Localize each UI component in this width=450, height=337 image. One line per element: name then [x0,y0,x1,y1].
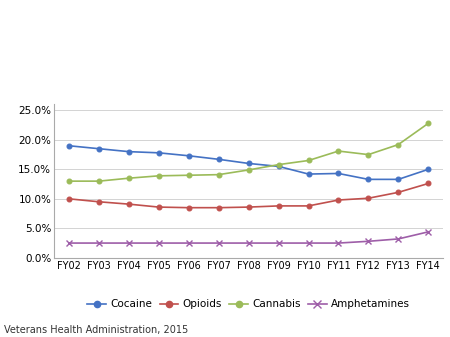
Opioids [96,200,102,204]
Cannabis [246,168,251,172]
Cannabis [96,179,102,183]
Opioids [186,206,191,210]
Opioids [306,204,311,208]
Cannabis [186,173,191,177]
Cannabis [366,153,371,157]
Amphetamines [336,241,341,245]
Opioids [246,205,251,209]
Amphetamines [156,241,162,245]
Opioids [216,206,221,210]
Opioids [276,204,281,208]
Opioids [396,190,401,194]
Amphetamines [276,241,281,245]
Opioids [66,197,72,201]
Opioids [366,196,371,200]
Cocaine [96,147,102,151]
Amphetamines [426,230,431,234]
Opioids [156,205,162,209]
Opioids [426,181,431,185]
Cannabis [66,179,72,183]
Cocaine [246,161,251,165]
Opioids [336,198,341,202]
Cocaine [276,164,281,168]
Cocaine [336,172,341,176]
Cocaine [216,157,221,161]
Line: Cocaine: Cocaine [67,143,431,182]
Amphetamines [186,241,191,245]
Amphetamines [246,241,251,245]
Cannabis [276,163,281,167]
Cocaine [306,172,311,176]
Amphetamines [96,241,102,245]
Cannabis [126,176,131,180]
Line: Opioids: Opioids [67,181,431,210]
Text: Veterans Health Administration, 2015: Veterans Health Administration, 2015 [4,325,189,335]
Amphetamines [396,237,401,241]
Cannabis [306,158,311,162]
Cocaine [426,167,431,172]
Legend: Cocaine, Opioids, Cannabis, Amphetamines: Cocaine, Opioids, Cannabis, Amphetamines [83,295,414,313]
Cocaine [66,144,72,148]
Cocaine [366,177,371,181]
Cocaine [396,177,401,181]
Line: Amphetamines: Amphetamines [66,228,432,247]
Amphetamines [66,241,72,245]
Amphetamines [216,241,221,245]
Cannabis [396,143,401,147]
Cocaine [186,154,191,158]
Cannabis [426,121,431,125]
Opioids [126,202,131,206]
Cannabis [336,149,341,153]
Text: Trends in Rates of Past-Year SUD Diagnoses
by Drug among Veterans with PTSD & SU: Trends in Rates of Past-Year SUD Diagnos… [51,20,399,72]
Cocaine [156,151,162,155]
Cannabis [216,173,221,177]
Cocaine [126,150,131,154]
Amphetamines [306,241,311,245]
Amphetamines [366,239,371,243]
Cannabis [156,174,162,178]
Line: Cannabis: Cannabis [67,121,431,184]
Amphetamines [126,241,131,245]
